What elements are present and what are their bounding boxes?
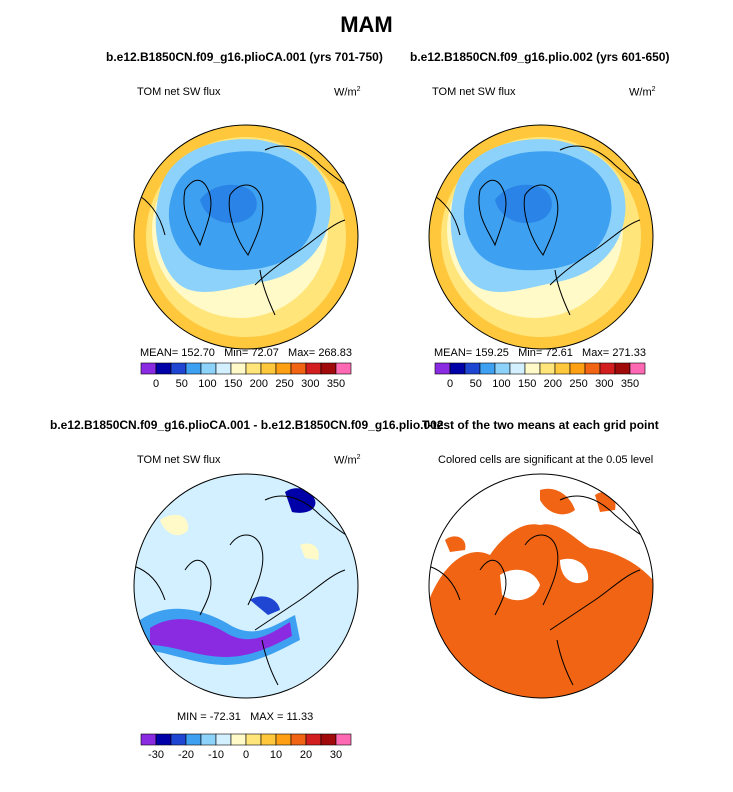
colorbar-3: -30 -20 -10 0 10 20 30: [140, 733, 352, 768]
colorbar-tick-label: 20: [300, 749, 312, 761]
panel-2-stats: MEAN= 159.25 Min= 72.61 Max= 271.33: [434, 347, 646, 359]
map-3-coast-greenland: [229, 534, 264, 606]
map-1-coast-europe: [254, 219, 346, 286]
panel-3-heading: b.e12.B1850CN.f09_g16.plioCA.001 - b.e12…: [50, 418, 444, 432]
panel-2-units: W/m2: [629, 86, 656, 99]
colorbar-1: 0 50 100 150 200 250 300 350: [140, 362, 352, 397]
colorbar-tick-label: 30: [330, 749, 342, 761]
panel-1-stats: MEAN= 152.70 Min= 72.07 Max= 268.83: [140, 347, 352, 359]
panel-4-subtitle: Colored cells are significant at the 0.0…: [438, 454, 654, 466]
map-4-significant-nw: [445, 536, 466, 552]
colorbar-2: 0 50 100 150 200 250 300 350: [434, 362, 646, 397]
map-3-border: [133, 473, 359, 699]
map-3-coast-scandinavia: [261, 639, 279, 686]
colorbar-tick-label: 50: [470, 378, 482, 390]
map-4-hole-2: [560, 558, 589, 584]
colorbar-svg: 0 50 100 150 200 250 300 350: [434, 362, 646, 390]
map-4-border: [428, 473, 654, 699]
colorbar-tick-label: 250: [569, 378, 587, 390]
colorbar-tick-label: 350: [621, 378, 639, 390]
map-1-coast-greenland: [228, 184, 264, 256]
map-2-coast-greenland: [523, 184, 559, 256]
colorbar-tick-label: 100: [198, 378, 216, 390]
map-4-hole-1: [500, 569, 540, 601]
map-3-coast-europe: [254, 569, 346, 631]
colorbar-tick-label: 150: [224, 378, 242, 390]
map-4-coast-scandinavia: [556, 639, 574, 686]
colorbar-tick-label: -20: [178, 749, 194, 761]
panel-3-units: W/m2: [334, 454, 361, 467]
map-2-deep-core: [495, 184, 552, 224]
colorbar-tick-label: 0: [447, 378, 453, 390]
map-4-significant-main: [429, 524, 653, 698]
map-4-coast-europe: [549, 569, 641, 631]
map-1-coast-scandinavia: [259, 269, 276, 316]
panel-3-stats: MIN = -72.31 MAX = 11.33: [177, 711, 314, 723]
map-2-border: [428, 124, 654, 350]
colorbar-tick-label: 200: [544, 378, 562, 390]
panel-2-heading: b.e12.B1850CN.f09_g16.plio.002 (yrs 601-…: [410, 50, 670, 64]
colorbar-box: [629, 362, 646, 375]
map-4-coast-archipelago: [479, 560, 507, 616]
colorbar-svg: -30 -20 -10 0 10 20 30: [140, 733, 352, 761]
map-1-border: [133, 124, 359, 350]
panel-2-variable: TOM net SW flux: [432, 86, 516, 98]
colorbar-tick-label: -10: [208, 749, 224, 761]
colorbar-tick-label: 0: [243, 749, 249, 761]
panel-1-units: W/m2: [334, 86, 361, 99]
colorbar-tick-label: 100: [492, 378, 510, 390]
colorbar-tick-label: 300: [301, 378, 319, 390]
figure-title: MAM: [340, 12, 393, 37]
map-3-coast-archipelago: [184, 560, 212, 616]
colorbar-box: [335, 733, 352, 746]
map-3-neg-patch-mid: [250, 596, 280, 615]
map-3-pos-patch-2: [300, 543, 319, 560]
map-2-coast-scandinavia: [554, 269, 571, 316]
colorbar-tick-label: -30: [148, 749, 164, 761]
panel-4-heading: T-test of the two means at each grid poi…: [422, 418, 659, 432]
colorbar-tick-label: 10: [270, 749, 282, 761]
map-3-pos-patch-1: [160, 514, 189, 536]
colorbar-box: [335, 362, 352, 375]
colorbar-tick-label: 0: [153, 378, 159, 390]
map-4-significant-north: [540, 488, 575, 515]
map-2-coast-europe: [549, 219, 641, 286]
map-4-coast-greenland: [524, 534, 559, 606]
map-1-coast-archipelago: [183, 180, 212, 247]
colorbar-tick-label: 50: [176, 378, 188, 390]
panel-3-variable: TOM net SW flux: [137, 454, 221, 466]
map-1-deep-core: [200, 184, 257, 224]
colorbar-tick-label: 200: [250, 378, 268, 390]
map-2-coast-archipelago: [478, 180, 507, 247]
panel-1-heading: b.e12.B1850CN.f09_g16.plioCA.001 (yrs 70…: [106, 50, 383, 64]
panel-1-variable: TOM net SW flux: [137, 86, 221, 98]
colorbar-tick-label: 250: [275, 378, 293, 390]
map-3-strong-negative: [150, 619, 292, 657]
colorbar-svg: 0 50 100 150 200 250 300 350: [140, 362, 352, 390]
colorbar-tick-label: 300: [595, 378, 613, 390]
colorbar-tick-label: 150: [518, 378, 536, 390]
colorbar-tick-label: 350: [327, 378, 345, 390]
